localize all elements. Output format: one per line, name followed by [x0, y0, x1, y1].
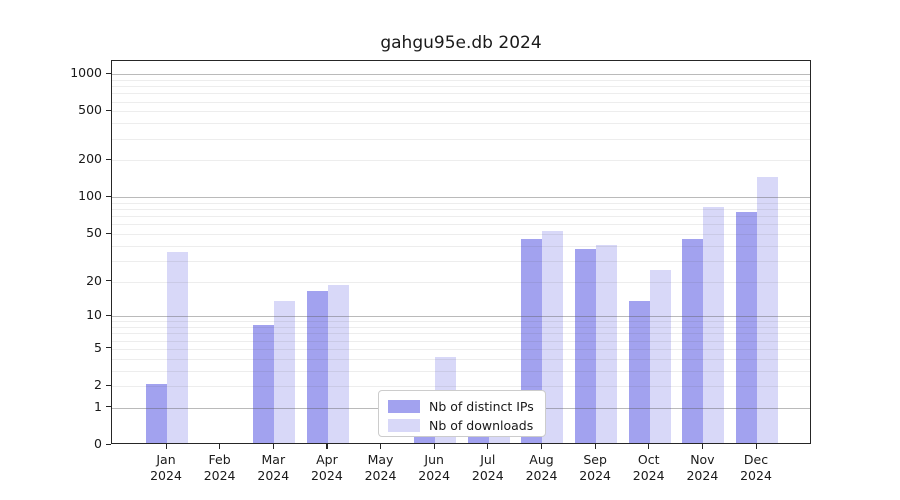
x-axis-tick	[380, 444, 382, 449]
gridline-300	[112, 138, 810, 140]
y-axis-tick-label: 5	[94, 339, 102, 355]
x-axis-tick-label: Jan 2024	[150, 452, 182, 483]
y-axis-tick	[106, 72, 111, 74]
bar-distinct-ips	[306, 291, 328, 443]
x-axis-tick	[487, 444, 489, 449]
x-axis-tick-label: May 2024	[364, 452, 397, 483]
y-axis-tick-label: 100	[78, 188, 102, 204]
bar-downloads	[274, 301, 296, 443]
y-axis-tick	[106, 406, 111, 408]
y-axis-tick-label: 2	[94, 377, 102, 392]
gridline-400	[112, 123, 810, 125]
bar-downloads	[596, 245, 618, 443]
y-axis-tick-label: 10	[86, 307, 102, 323]
x-axis-tick-label: Jul 2024	[471, 452, 504, 483]
y-axis-tick-label: 1	[94, 398, 102, 414]
x-axis-tick	[594, 444, 596, 449]
bar-distinct-ips	[628, 301, 650, 443]
x-axis-tick	[219, 444, 221, 449]
legend-label: Nb of downloads	[429, 417, 534, 433]
legend-swatch	[388, 399, 420, 413]
y-axis-tick	[106, 232, 111, 234]
y-axis-tick-label: 500	[78, 102, 102, 118]
bar-downloads	[703, 207, 725, 443]
gridline-500	[112, 111, 810, 113]
y-axis-tick	[106, 109, 111, 112]
x-axis-tick-label: Dec 2024	[740, 452, 772, 483]
gridline-900	[112, 79, 810, 81]
x-axis-tick-label: Feb 2024	[203, 452, 236, 483]
gridline-1000	[112, 74, 810, 76]
x-axis-tick	[272, 444, 274, 449]
x-axis-tick-label: Oct 2024	[632, 452, 665, 483]
y-axis-tick	[106, 280, 111, 282]
y-axis-tick-label: 20	[86, 272, 102, 288]
y-axis-tick-label: 0	[94, 436, 102, 451]
x-axis-tick	[541, 444, 543, 449]
gridline-700	[112, 93, 810, 95]
gridline-100	[112, 197, 810, 199]
x-axis-tick	[165, 444, 167, 449]
x-axis-tick-label: Jun 2024	[418, 452, 451, 483]
bar-downloads	[167, 252, 188, 443]
x-axis-tick	[326, 444, 328, 449]
bar-distinct-ips	[575, 249, 597, 443]
y-axis-tick-label: 50	[86, 225, 102, 240]
bar-distinct-ips	[146, 384, 167, 443]
x-axis-tick	[648, 444, 650, 449]
bar-distinct-ips	[253, 325, 275, 443]
bar-downloads	[756, 177, 778, 443]
x-axis-tick	[701, 444, 704, 449]
legend-item: Nb of downloads	[388, 416, 537, 434]
x-axis-tick-label: Mar 2024	[257, 452, 290, 483]
y-axis-tick-label: 1000	[70, 65, 102, 81]
bar-downloads	[542, 231, 564, 443]
gridline-800	[112, 86, 810, 88]
plot-area	[111, 60, 811, 444]
gridline-90	[112, 202, 810, 204]
bar-downloads	[327, 285, 349, 443]
x-axis-tick-label: Aug 2024	[525, 452, 558, 483]
chart-title: gahgu95e.db 2024	[380, 33, 542, 53]
x-axis-tick-label: Apr 2024	[310, 452, 343, 483]
y-axis-tick	[106, 158, 111, 161]
legend: Nb of distinct IPs Nb of downloads	[378, 390, 546, 437]
bar-distinct-ips	[682, 238, 704, 443]
x-axis-tick-label: Nov 2024	[686, 452, 719, 483]
y-axis-tick	[106, 347, 111, 349]
legend-item: Nb of distinct IPs	[388, 397, 537, 415]
bar-downloads	[649, 270, 671, 443]
gridline-200	[112, 160, 810, 162]
gridline-600	[112, 101, 810, 103]
y-axis-tick-label: 200	[78, 151, 102, 167]
x-axis-tick	[433, 444, 435, 449]
x-axis-tick-label: Sep 2024	[579, 452, 611, 483]
y-axis-tick	[106, 314, 111, 316]
legend-label: Nb of distinct IPs	[429, 398, 534, 414]
y-axis-tick	[106, 443, 111, 445]
x-axis-tick	[755, 444, 757, 449]
y-axis-tick	[106, 195, 111, 197]
y-axis-tick	[106, 384, 111, 386]
bar-distinct-ips	[735, 212, 757, 443]
legend-swatch	[388, 418, 420, 432]
